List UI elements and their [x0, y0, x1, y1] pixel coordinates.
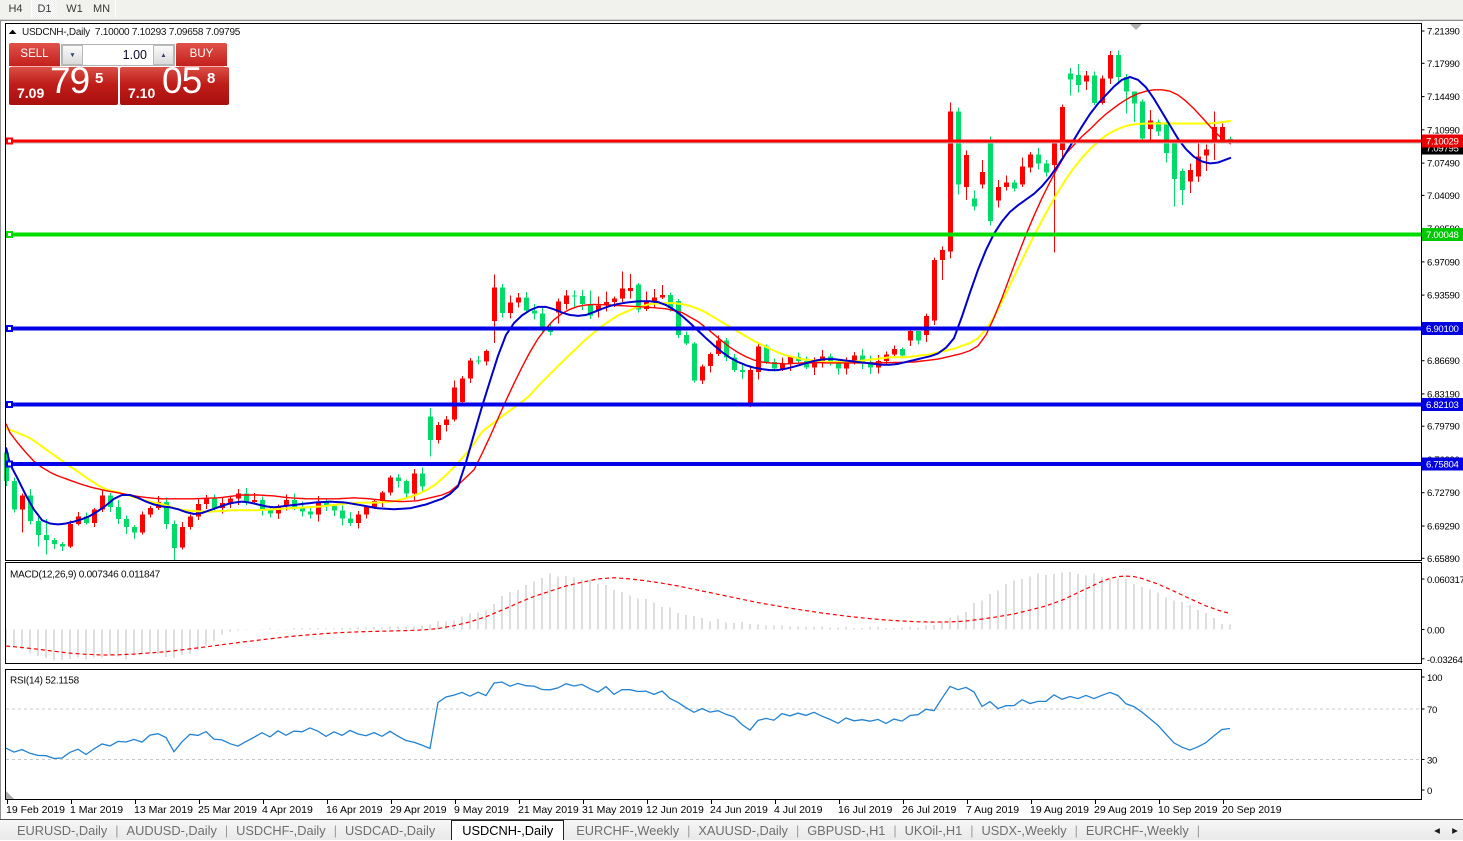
svg-text:25 Mar 2019: 25 Mar 2019 — [198, 804, 257, 816]
svg-text:7.21390: 7.21390 — [1427, 27, 1460, 38]
svg-text:9 May 2019: 9 May 2019 — [454, 804, 509, 816]
svg-text:6.69290: 6.69290 — [1427, 522, 1460, 533]
svg-text:24 Jun 2019: 24 Jun 2019 — [710, 804, 768, 816]
svg-text:7 Aug 2019: 7 Aug 2019 — [966, 804, 1019, 816]
svg-text:30: 30 — [1427, 756, 1437, 767]
svg-text:7.14490: 7.14490 — [1427, 92, 1460, 103]
svg-text:19 Aug 2019: 19 Aug 2019 — [1030, 804, 1089, 816]
svg-text:31 May 2019: 31 May 2019 — [582, 804, 643, 816]
svg-text:USDCNH-,Daily 7.10000 7.10293: USDCNH-,Daily 7.10000 7.10293 7.09658 7.… — [22, 27, 241, 38]
svg-text:7.10990: 7.10990 — [1427, 125, 1460, 136]
svg-text:29 Apr 2019: 29 Apr 2019 — [390, 804, 447, 816]
svg-text:7.00048: 7.00048 — [1426, 230, 1459, 241]
svg-text:-0.032648: -0.032648 — [1427, 655, 1463, 666]
svg-text:70: 70 — [1427, 705, 1437, 716]
svg-text:12 Jun 2019: 12 Jun 2019 — [646, 804, 704, 816]
svg-text:1 Mar 2019: 1 Mar 2019 — [70, 804, 123, 816]
svg-text:13 Mar 2019: 13 Mar 2019 — [134, 804, 193, 816]
svg-text:6.83190: 6.83190 — [1427, 389, 1460, 400]
svg-text:7.07490: 7.07490 — [1427, 159, 1460, 170]
svg-text:6.75804: 6.75804 — [1426, 460, 1460, 471]
svg-text:6.72790: 6.72790 — [1427, 488, 1460, 499]
svg-text:7.17990: 7.17990 — [1427, 59, 1460, 70]
svg-text:10 Sep 2019: 10 Sep 2019 — [1158, 804, 1218, 816]
svg-text:4 Apr 2019: 4 Apr 2019 — [262, 804, 313, 816]
svg-text:7.04090: 7.04090 — [1427, 191, 1460, 202]
svg-text:26 Jul 2019: 26 Jul 2019 — [902, 804, 956, 816]
svg-text:4 Jul 2019: 4 Jul 2019 — [774, 804, 823, 816]
svg-text:0.060317: 0.060317 — [1427, 575, 1463, 586]
svg-text:21 May 2019: 21 May 2019 — [518, 804, 579, 816]
svg-text:7.10029: 7.10029 — [1426, 137, 1459, 148]
svg-text:0: 0 — [1427, 786, 1432, 797]
svg-text:7.09795: 7.09795 — [1426, 144, 1459, 155]
svg-text:6.90100: 6.90100 — [1426, 324, 1459, 335]
svg-text:16 Jul 2019: 16 Jul 2019 — [838, 804, 892, 816]
svg-text:6.65890: 6.65890 — [1427, 554, 1460, 565]
svg-text:6.79790: 6.79790 — [1427, 422, 1460, 433]
svg-text:0.00: 0.00 — [1427, 626, 1444, 637]
svg-text:6.97090: 6.97090 — [1427, 257, 1460, 268]
svg-text:RSI(14) 52.1158: RSI(14) 52.1158 — [10, 676, 80, 687]
svg-text:6.82103: 6.82103 — [1426, 400, 1459, 411]
svg-text:16 Apr 2019: 16 Apr 2019 — [326, 804, 383, 816]
svg-text:100: 100 — [1427, 673, 1442, 684]
svg-text:6.93590: 6.93590 — [1427, 291, 1460, 302]
svg-text:20 Sep 2019: 20 Sep 2019 — [1222, 804, 1282, 816]
svg-text:MACD(12,26,9) 0.007346 0.01184: MACD(12,26,9) 0.007346 0.011847 — [10, 570, 161, 581]
svg-text:6.86690: 6.86690 — [1427, 356, 1460, 367]
svg-text:19 Feb 2019: 19 Feb 2019 — [6, 804, 65, 816]
svg-text:29 Aug 2019: 29 Aug 2019 — [1094, 804, 1153, 816]
